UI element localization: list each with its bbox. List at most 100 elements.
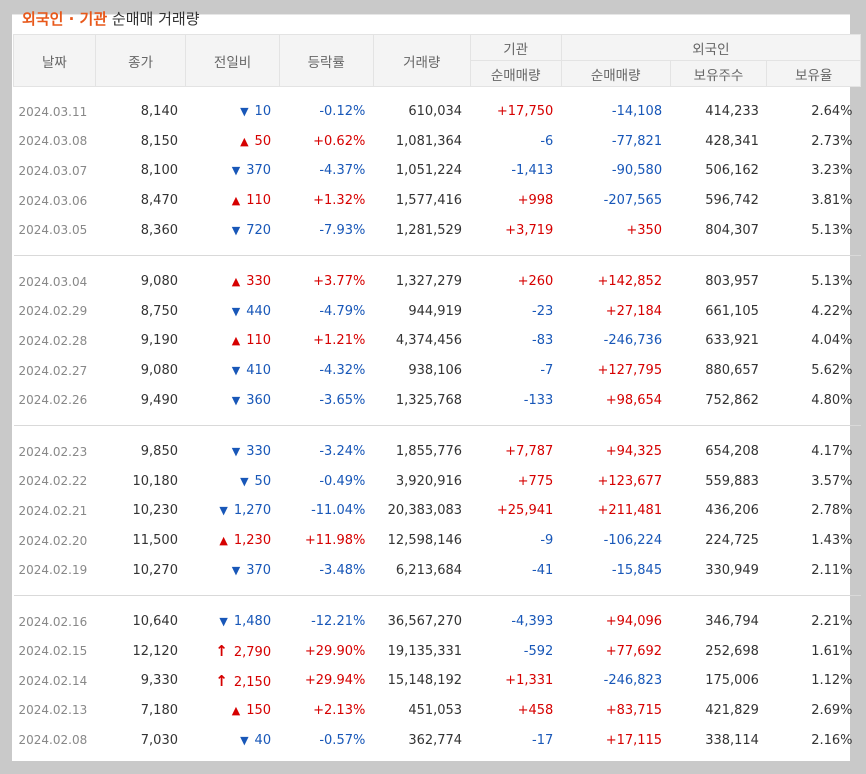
cell-rate: +29.90% <box>304 643 366 659</box>
cell-ratio: 1.61% <box>811 643 853 659</box>
cell-inst-net: -4,393 <box>511 614 554 630</box>
cell-date: 2024.03.08 <box>18 134 88 149</box>
change-value: 1,480 <box>233 614 272 630</box>
cell-volume: 1,325,768 <box>395 392 463 408</box>
cell-close: 11,500 <box>132 533 178 549</box>
cell-close: 9,330 <box>140 673 178 689</box>
cell-ratio: 4.22% <box>811 303 853 319</box>
cell-close: 9,080 <box>140 274 178 290</box>
cell-inst-net: -592 <box>523 643 554 659</box>
cell-foreign-net: +83,715 <box>605 702 663 718</box>
header-date[interactable]: 날짜 <box>13 34 96 87</box>
cell-volume: 610,034 <box>408 104 463 120</box>
cell-holdings: 330,949 <box>705 562 759 578</box>
cell-holdings: 428,341 <box>705 133 759 149</box>
cell-holdings: 506,162 <box>705 163 759 179</box>
cell-close: 10,180 <box>132 473 178 489</box>
table-row: 2024.03.08 8,150 ▲ 50 +0.62% 1,081,364 -6 -77,8… <box>14 127 861 157</box>
cell-rate: -4.79% <box>319 303 366 319</box>
cell-holdings: 414,233 <box>705 104 759 120</box>
cell-holdings: 654,208 <box>705 444 759 460</box>
triangle-up-icon: ▲ <box>231 334 241 348</box>
triangle-down-icon: ▼ <box>231 364 241 378</box>
cell-holdings: 436,206 <box>705 503 759 519</box>
header-volume[interactable]: 거래량 <box>372 34 471 87</box>
change-value: 1,270 <box>233 503 272 519</box>
header-ratio[interactable]: 보유율 <box>766 60 861 87</box>
cell-date: 2024.02.19 <box>18 563 88 578</box>
cell-rate: +29.94% <box>304 673 366 689</box>
cell-close: 12,120 <box>132 643 178 659</box>
table-row: 2024.03.07 8,100 ▼ 370 -4.37% 1,051,224 -1,413… <box>14 156 861 186</box>
cell-volume: 3,920,916 <box>395 473 463 489</box>
cell-holdings: 252,698 <box>705 643 759 659</box>
cell-date: 2024.02.23 <box>18 444 88 459</box>
header-foreign-net[interactable]: 순매매량 <box>560 60 671 87</box>
cell-volume: 1,327,279 <box>395 274 463 290</box>
cell-foreign-net: -90,580 <box>611 163 663 179</box>
cell-ratio: 3.23% <box>811 163 853 179</box>
change-value: 1,230 <box>233 533 272 549</box>
cell-foreign-net: -246,823 <box>603 673 663 689</box>
header-holdings[interactable]: 보유주수 <box>669 60 768 87</box>
cell-date: 2024.02.29 <box>18 304 88 319</box>
cell-date: 2024.02.20 <box>18 533 88 548</box>
table-row: 2024.02.20 11,500 ▲ 1,230 +11.98% 12,598,146 -… <box>14 526 861 556</box>
cell-rate: +3.77% <box>313 274 366 290</box>
cell-volume: 12,598,146 <box>387 533 463 549</box>
cell-close: 8,100 <box>140 163 178 179</box>
header-close[interactable]: 종가 <box>94 34 187 87</box>
cell-foreign-net: -106,224 <box>603 533 663 549</box>
header-foreign[interactable]: 외국인 <box>560 34 862 61</box>
cell-volume: 1,855,776 <box>395 444 463 460</box>
table-row: 2024.03.05 8,360 ▼ 720 -7.93% 1,281,529 +3,719… <box>14 215 861 245</box>
header-change[interactable]: 전일비 <box>185 34 280 87</box>
change-value: 110 <box>246 193 272 209</box>
cell-foreign-net: +211,481 <box>597 503 663 519</box>
cell-change: ▼ 440 <box>186 297 279 327</box>
header-inst-net[interactable]: 순매매량 <box>469 60 562 87</box>
cell-holdings: 224,725 <box>705 533 759 549</box>
cell-ratio: 2.64% <box>811 104 853 120</box>
cell-change: ↑ 2,150 <box>186 666 279 696</box>
cell-close: 9,850 <box>140 444 178 460</box>
table-row: 2024.03.04 9,080 ▲ 330 +3.77% 1,327,279 +260 +1… <box>14 267 861 297</box>
cell-volume: 6,213,684 <box>395 562 463 578</box>
cell-change: ▲ 50 <box>186 127 279 157</box>
cell-change: ▲ 330 <box>186 267 279 297</box>
triangle-down-icon: ▼ <box>240 105 249 119</box>
cell-holdings: 804,307 <box>705 222 759 238</box>
change-value: 50 <box>254 133 272 149</box>
triangle-down-icon: ▼ <box>219 615 228 629</box>
trading-table: 날짜 종가 전일비 등락률 거래량 기관 외국인 순매매량 순매매량 보유주수 … <box>13 34 862 765</box>
cell-ratio: 2.73% <box>811 133 853 149</box>
cell-holdings: 338,114 <box>705 732 759 748</box>
cell-change: ▼ 370 <box>186 555 279 585</box>
cell-volume: 451,053 <box>408 702 463 718</box>
cell-date: 2024.02.14 <box>18 673 88 688</box>
cell-rate: -11.04% <box>311 503 366 519</box>
table-row: 2024.02.26 9,490 ▼ 360 -3.65% 1,325,768 -133 +9… <box>14 385 861 415</box>
cell-rate: -0.49% <box>319 473 366 489</box>
cell-inst-net: -1,413 <box>511 163 554 179</box>
table-row: 2024.02.19 10,270 ▼ 370 -3.48% 6,213,684 -41 -1… <box>14 555 861 585</box>
cell-volume: 15,148,192 <box>387 673 463 689</box>
cell-change: ▼ 330 <box>186 437 279 467</box>
cell-ratio: 5.13% <box>811 274 853 290</box>
header-rate[interactable]: 등락률 <box>278 34 374 87</box>
cell-change: ▼ 50 <box>186 467 279 497</box>
header-institution[interactable]: 기관 <box>469 34 562 61</box>
cell-date: 2024.03.07 <box>18 163 88 178</box>
cell-change: ▼ 410 <box>186 356 279 386</box>
cell-date: 2024.02.28 <box>18 333 88 348</box>
change-value: 360 <box>246 392 272 408</box>
cell-close: 8,470 <box>140 193 178 209</box>
cell-date: 2024.03.04 <box>18 274 88 289</box>
table-row: 2024.03.06 8,470 ▲ 110 +1.32% 1,577,416 +998 -2… <box>14 186 861 216</box>
cell-ratio: 4.17% <box>811 444 853 460</box>
cell-rate: +0.62% <box>313 133 366 149</box>
cell-ratio: 1.43% <box>811 533 853 549</box>
cell-change: ▼ 1,270 <box>186 496 279 526</box>
change-value: 150 <box>246 702 272 718</box>
arrow-up-icon: ↑ <box>215 642 228 661</box>
